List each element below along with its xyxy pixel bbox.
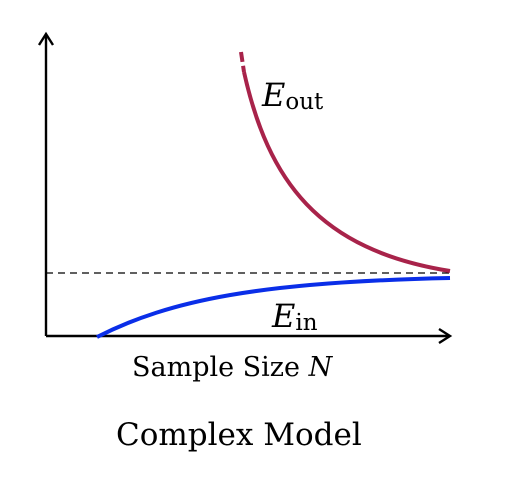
e-out-curve <box>242 71 451 273</box>
axes <box>37 31 453 345</box>
e-in-label: Ein <box>271 297 318 336</box>
e-out-curve-dashed-start <box>239 51 246 73</box>
e-out-label: Eout <box>261 76 324 115</box>
x-axis-arrow <box>438 327 453 345</box>
y-axis-arrow <box>37 31 55 46</box>
x-axis-label: Sample Size N <box>132 352 334 383</box>
chart-title: Complex Model <box>116 417 362 453</box>
e-in-curve <box>96 276 451 339</box>
